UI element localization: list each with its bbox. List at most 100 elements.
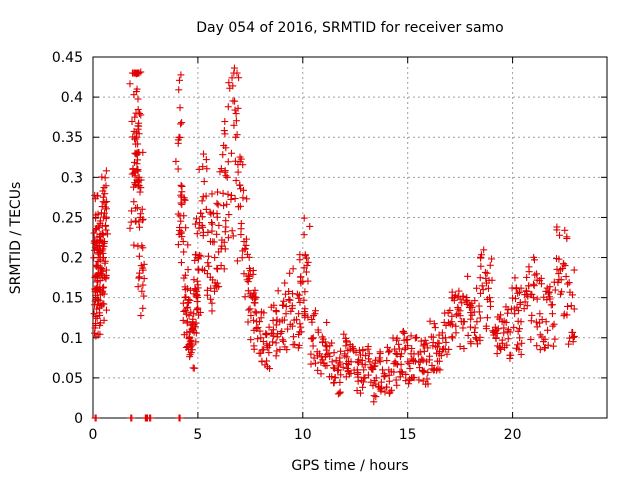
data-point (402, 377, 410, 385)
data-point (331, 374, 339, 382)
data-point (555, 255, 563, 263)
data-point (395, 345, 403, 353)
data-point (467, 340, 475, 348)
data-point (211, 254, 219, 262)
data-point (361, 352, 369, 360)
data-point (334, 390, 342, 398)
data-point (236, 181, 244, 189)
data-point (204, 259, 212, 267)
data-point (213, 283, 221, 291)
data-point (415, 376, 423, 384)
data-point (211, 287, 219, 295)
data-point (232, 110, 240, 118)
data-point (383, 343, 391, 351)
data-point (300, 296, 308, 304)
data-point (174, 210, 182, 218)
data-point (521, 291, 529, 299)
y-tick-label: 0.15 (52, 291, 83, 307)
data-point (419, 356, 427, 364)
data-point (181, 306, 189, 314)
data-point (553, 265, 561, 273)
data-point (530, 253, 538, 261)
data-point (274, 287, 282, 295)
data-point (232, 117, 240, 125)
data-point (233, 131, 241, 139)
data-point (343, 353, 351, 361)
data-point (383, 357, 391, 365)
data-point (101, 198, 109, 206)
data-point (132, 129, 140, 137)
data-point (432, 366, 440, 374)
data-point (243, 250, 251, 258)
data-point (568, 291, 576, 299)
data-point (220, 238, 228, 246)
data-point (244, 287, 252, 295)
data-point (103, 198, 111, 206)
data-point (564, 280, 572, 288)
data-point (247, 311, 255, 319)
data-point (214, 188, 222, 196)
data-point (570, 266, 578, 274)
y-tick-label: 0.25 (52, 210, 83, 226)
data-point (448, 288, 456, 296)
data-point (486, 261, 494, 269)
data-point (139, 264, 147, 272)
data-point (541, 343, 549, 351)
data-point (446, 306, 454, 314)
data-point (245, 264, 253, 272)
data-point (514, 341, 522, 349)
data-point (308, 318, 316, 326)
data-point (100, 316, 108, 324)
data-point (285, 287, 293, 295)
data-point (177, 120, 185, 128)
data-point (565, 340, 573, 348)
data-point (354, 370, 362, 378)
data-point (417, 337, 425, 345)
data-point (280, 297, 288, 305)
data-point (382, 383, 390, 391)
data-point (286, 296, 294, 304)
data-point (231, 195, 239, 203)
data-point (187, 349, 195, 357)
data-point (536, 331, 544, 339)
data-point (96, 277, 104, 285)
data-point (489, 327, 497, 335)
data-point (407, 332, 415, 340)
data-point (328, 339, 336, 347)
data-point (554, 278, 562, 286)
data-point (202, 205, 210, 213)
data-point (489, 328, 497, 336)
data-point (131, 172, 139, 180)
data-point (541, 344, 549, 352)
data-point (466, 323, 474, 331)
data-point (468, 303, 476, 311)
data-point (215, 221, 223, 229)
data-point (420, 341, 428, 349)
data-point (229, 232, 237, 240)
data-point (485, 276, 493, 284)
data-point (565, 279, 573, 287)
data-point (380, 373, 388, 381)
data-point (183, 285, 191, 293)
data-point (517, 350, 525, 358)
data-point (251, 308, 259, 316)
data-point (100, 300, 108, 308)
data-point (92, 414, 100, 422)
data-point (522, 287, 530, 295)
data-point (175, 76, 183, 84)
data-point (176, 212, 184, 220)
data-point (177, 71, 185, 79)
data-point (217, 262, 225, 270)
data-point (365, 350, 373, 358)
axis-ticks (92, 56, 607, 419)
data-point (530, 280, 538, 288)
data-point (284, 325, 292, 333)
data-point (243, 195, 251, 203)
data-point (411, 334, 419, 342)
data-point (257, 314, 265, 322)
data-point (183, 319, 191, 327)
data-point (129, 165, 137, 173)
data-point (456, 312, 464, 320)
gridlines (93, 57, 607, 418)
data-point (364, 371, 372, 379)
